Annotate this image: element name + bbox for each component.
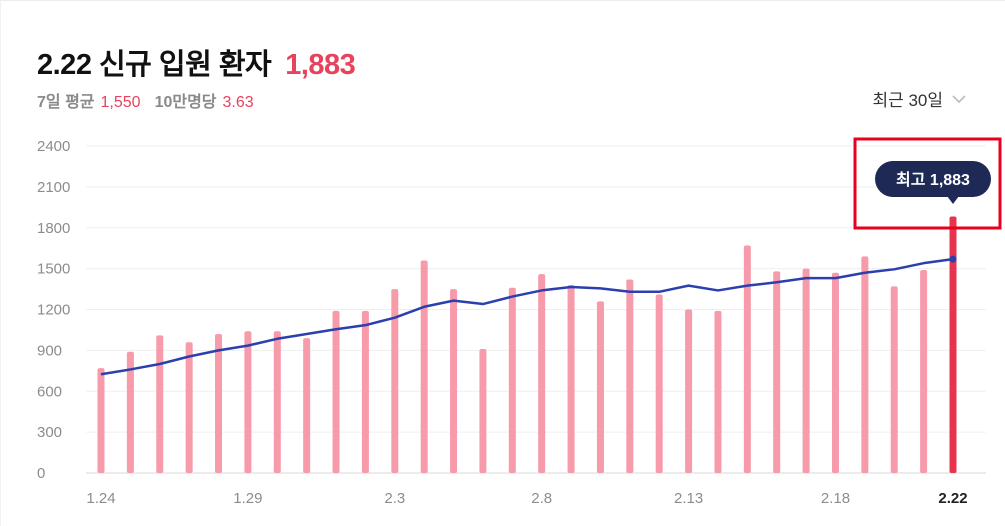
x-tick-label: 2.18 [821,490,850,507]
tooltip-bubble [875,161,991,197]
bar[interactable] [303,338,311,473]
bar[interactable] [890,286,898,473]
bar[interactable] [920,269,928,473]
bar[interactable] [97,368,105,473]
period-dropdown[interactable]: 최근 30일 [872,86,967,111]
x-tick-label: 1.24 [86,490,115,507]
bar[interactable] [714,310,722,473]
bar[interactable] [538,274,546,473]
bar[interactable] [244,331,252,473]
bar[interactable] [685,309,693,474]
bar[interactable] [215,334,223,473]
avg-value: 1,550 [100,94,141,111]
y-tick-label: 900 [37,342,62,359]
bar[interactable] [596,301,604,473]
bar[interactable] [655,294,663,473]
per100k-value: 3.63 [222,94,254,111]
bar[interactable] [479,349,487,473]
chevron-down-icon [952,94,966,103]
bar[interactable] [626,279,634,473]
bar[interactable] [420,260,428,473]
bar[interactable] [361,310,369,473]
period-label: 최근 30일 [872,91,943,110]
summary-row: 7일 평균 1,550 10만명당 3.63 [37,88,268,112]
y-tick-label: 1800 [37,220,70,237]
bar[interactable] [332,310,340,473]
bar[interactable] [156,335,164,473]
per100k-label: 10만명당 [154,94,217,111]
x-tick-label: 2.8 [531,490,552,507]
x-tick-label: 2.3 [384,490,405,507]
tooltip-text: 최고 1,883 [896,170,970,189]
tooltip-pointer [947,196,959,204]
bar[interactable] [802,268,810,473]
avg-line [100,257,954,376]
bar[interactable] [773,271,781,473]
bar[interactable] [831,272,839,473]
y-tick-label: 2400 [37,138,70,155]
bar[interactable] [743,245,751,473]
bar[interactable] [391,289,399,473]
avg-label: 7일 평균 [37,94,95,111]
title-value: 1,883 [285,49,356,81]
bar[interactable] [126,351,134,473]
bar-highlight[interactable] [949,216,957,473]
y-tick-label: 1500 [37,261,70,278]
header-title-row: 2.22 신규 입원 환자 1,883 [37,41,356,83]
highlight-box [853,137,1002,230]
x-tick-label: 2.22 [938,490,967,507]
y-tick-label: 300 [37,424,62,441]
y-tick-label: 600 [37,383,62,400]
bar[interactable] [567,284,575,473]
x-tick-label: 2.13 [674,490,703,507]
y-tick-label: 0 [37,465,45,482]
bar[interactable] [450,289,458,473]
bar[interactable] [273,331,281,473]
bar[interactable] [185,342,193,473]
y-tick-label: 1200 [37,302,70,319]
y-tick-label: 2100 [37,179,70,196]
x-tick-label: 1.29 [233,490,262,507]
bar[interactable] [861,256,869,473]
bar[interactable] [508,287,516,473]
avg-line-endpoint [949,255,957,263]
page-title: 2.22 신규 입원 환자 [37,49,272,81]
